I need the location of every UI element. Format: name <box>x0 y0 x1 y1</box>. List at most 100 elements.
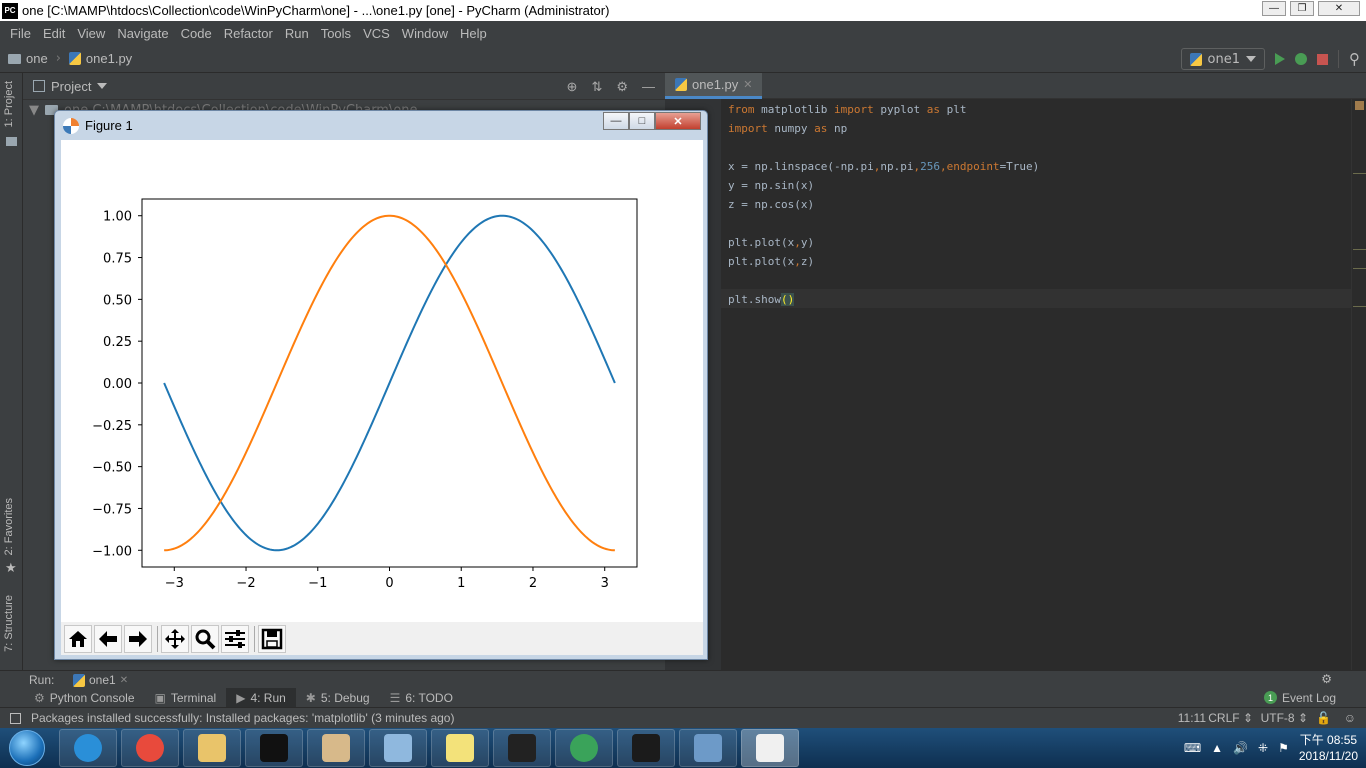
taskbar-app-chrome[interactable] <box>121 729 179 767</box>
zoom-icon[interactable] <box>191 624 219 653</box>
pan-icon[interactable] <box>161 624 189 653</box>
tray-expand-icon[interactable]: ▲ <box>1211 741 1224 755</box>
search-icon[interactable]: ⚲ <box>1349 50 1360 68</box>
menu-window[interactable]: Window <box>401 25 449 41</box>
code-token: plt.show <box>728 293 781 306</box>
project-tool-tab[interactable]: 1: Project <box>3 81 15 128</box>
clock[interactable]: 下午 08:55 2018/11/20 <box>1298 733 1358 763</box>
code-line[interactable]: plt.plot(x,y) <box>728 236 814 249</box>
taskbar-app-ie[interactable] <box>59 729 117 767</box>
caret-position[interactable]: 11:11 <box>1177 711 1206 725</box>
menu-navigate[interactable]: Navigate <box>117 25 169 41</box>
gear-icon[interactable]: ⚙ <box>616 79 628 94</box>
code-line[interactable]: y = np.sin(x) <box>728 179 814 192</box>
pycharm-app-icon: PC <box>2 2 18 19</box>
structure-tool-tab[interactable]: 7: Structure <box>3 595 15 652</box>
back-arrow-icon[interactable] <box>94 624 122 653</box>
tool-window-todo[interactable]: ☰ 6: TODO <box>380 688 463 707</box>
intellij-icon <box>508 734 536 762</box>
code-line[interactable]: x = np.linspace(-np.pi,np.pi,256,endpoin… <box>728 160 1039 173</box>
save-icon[interactable] <box>258 624 286 653</box>
collapse-all-icon[interactable]: ⇅ <box>591 79 603 94</box>
star-icon: ★ <box>5 561 17 576</box>
network-icon[interactable]: ⁜ <box>1258 741 1269 755</box>
volume-icon[interactable]: 🔊 <box>1233 741 1248 755</box>
project-view-selector[interactable]: Project <box>51 78 92 94</box>
debug-icon[interactable] <box>1295 53 1307 65</box>
keyboard-icon[interactable]: ⌨ <box>1183 741 1202 755</box>
tool-window-terminal[interactable]: ▣ Terminal <box>145 688 227 707</box>
code-line[interactable]: plt.plot(x,z) <box>728 255 814 268</box>
configure-subplots-icon[interactable] <box>221 624 249 653</box>
home-icon[interactable] <box>64 624 92 653</box>
inspector-icon[interactable]: ☺ <box>1343 711 1356 725</box>
forward-arrow-icon[interactable] <box>124 624 152 653</box>
event-log-button[interactable]: 1 Event Log <box>1263 688 1336 707</box>
menu-help[interactable]: Help <box>460 25 487 41</box>
figure-close-button[interactable]: ✕ <box>655 112 701 130</box>
menu-edit[interactable]: Edit <box>42 25 66 41</box>
run-configuration-select[interactable]: one1 <box>1180 48 1265 70</box>
event-log-badge: 1 <box>1263 691 1277 704</box>
menu-view[interactable]: View <box>77 25 106 41</box>
start-button[interactable] <box>9 730 45 766</box>
menu-code[interactable]: Code <box>180 25 212 41</box>
minimize-button[interactable]: — <box>1262 1 1286 16</box>
figure-minimize-button[interactable]: — <box>603 112 629 130</box>
code-line[interactable]: z = np.cos(x) <box>728 198 814 211</box>
run-tab-one1[interactable]: one1 ✕ <box>73 673 128 687</box>
x-tick-label: 2 <box>529 576 537 591</box>
tool-window-run[interactable]: ▶ 4: Run <box>226 688 296 707</box>
maximize-button[interactable]: ❐ <box>1290 1 1314 16</box>
tool-windows-toggle-icon[interactable] <box>10 712 21 724</box>
menu-run[interactable]: Run <box>284 25 309 41</box>
todo-icon: ☰ <box>389 690 401 705</box>
menu-file[interactable]: File <box>10 25 31 41</box>
menu-vcs[interactable]: VCS <box>363 25 390 41</box>
gear-icon[interactable]: ⚙ <box>1321 672 1332 686</box>
taskbar-app-intellij[interactable] <box>493 729 551 767</box>
figure-canvas[interactable]: −3 −2 −1 0 1 2 3 1.00 0.75 0.50 0.25 0.00 −0.25 −0.50… <box>61 140 703 622</box>
hide-panel-icon[interactable]: — <box>642 79 655 94</box>
favorites-tool-tab[interactable]: 2: Favorites <box>3 498 15 556</box>
taskbar-app-cmd[interactable] <box>245 729 303 767</box>
editor-error-stripe[interactable] <box>1351 99 1366 670</box>
chevron-down-icon[interactable] <box>97 83 108 89</box>
taskbar-app-paint[interactable] <box>307 729 365 767</box>
breadcrumb-project[interactable]: one <box>0 51 56 66</box>
menu-tools[interactable]: Tools <box>320 25 352 41</box>
run-icon[interactable] <box>1275 53 1285 65</box>
taskbar-app-pycharm[interactable] <box>617 729 675 767</box>
code-line[interactable]: import numpy as np <box>728 122 847 135</box>
locate-icon[interactable]: ⊕ <box>566 79 578 94</box>
action-center-icon[interactable]: ⚑ <box>1278 741 1289 755</box>
taskbar-app-matplotlib-figure[interactable] <box>741 729 799 767</box>
run-tool-header: Run: one1 ✕ ⚙ <box>0 670 1366 688</box>
lock-icon[interactable]: 🔓 <box>1316 711 1331 725</box>
taskbar-app-notepad[interactable] <box>369 729 427 767</box>
code-line[interactable]: plt.show() <box>728 293 795 306</box>
tool-window-python-console[interactable]: ⚙ Python Console <box>24 688 145 707</box>
taskbar-app-refresh-app[interactable] <box>555 729 613 767</box>
encoding-selector[interactable]: UTF-8 ⇕ <box>1260 711 1308 725</box>
close-button[interactable]: ✕ <box>1318 1 1360 16</box>
taskbar-app-explorer[interactable] <box>183 729 241 767</box>
y-tick-label: 0.50 <box>103 293 132 308</box>
editor-tab-one1[interactable]: one1.py ✕ <box>665 73 763 99</box>
python-file-icon <box>1189 52 1202 66</box>
close-icon[interactable]: ✕ <box>743 79 753 91</box>
taskbar-app-photo-viewer[interactable] <box>679 729 737 767</box>
x-tick-label: 0 <box>385 576 393 591</box>
figure-maximize-button[interactable]: □ <box>629 112 655 130</box>
close-icon[interactable]: ✕ <box>119 674 129 686</box>
status-message[interactable]: Packages installed successfully: Install… <box>31 711 455 725</box>
line-separator-selector[interactable]: CRLF ⇕ <box>1208 711 1253 725</box>
stop-icon[interactable] <box>1317 53 1328 65</box>
code-editor[interactable]: from matplotlib import pyplot as plt impo… <box>721 99 1351 670</box>
taskbar-app-sticky-notes[interactable] <box>431 729 489 767</box>
breadcrumb-file[interactable]: one1.py <box>61 51 140 66</box>
tool-window-debug[interactable]: ✱ 5: Debug <box>296 688 380 707</box>
menu-refactor[interactable]: Refactor <box>223 25 273 41</box>
code-line[interactable]: from matplotlib import pyplot as plt <box>728 103 966 116</box>
code-token: plt.plot(x <box>728 236 795 249</box>
